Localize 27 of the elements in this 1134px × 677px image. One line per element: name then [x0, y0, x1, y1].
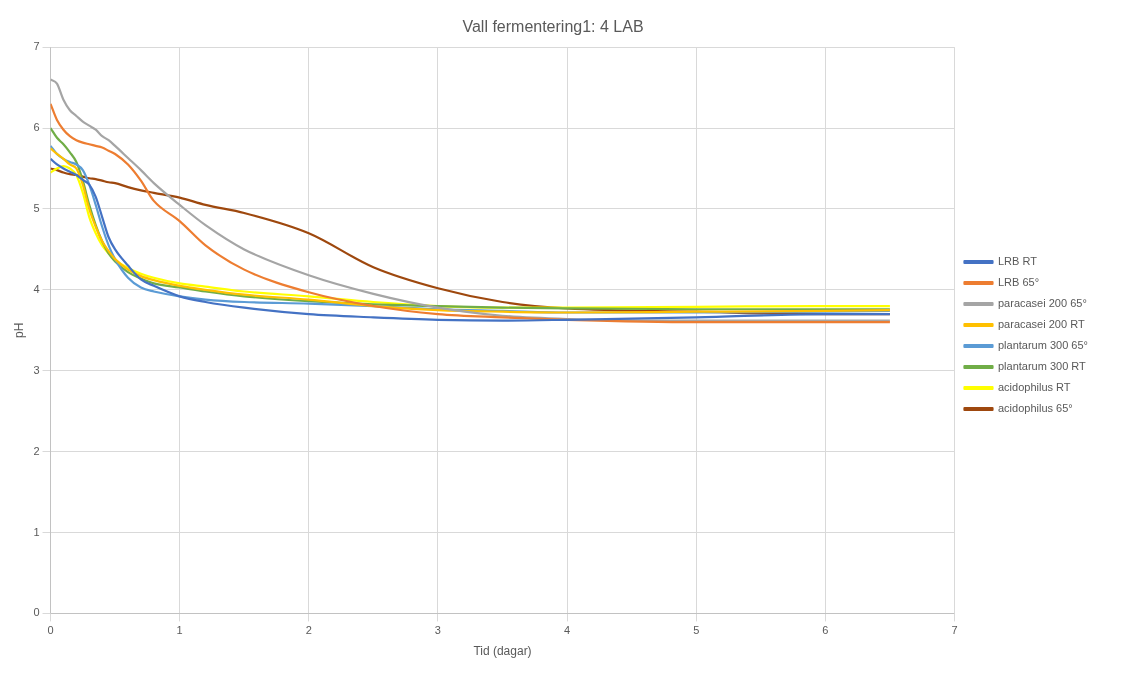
x-tick-label: 0 — [47, 624, 54, 637]
x-tick-label: 3 — [434, 624, 441, 637]
x-tick-label: 4 — [564, 624, 571, 637]
x-tick-label: 6 — [822, 624, 829, 637]
x-tick-label: 7 — [951, 624, 958, 637]
legend-label: paracasei 200 RT — [997, 318, 1085, 331]
legend-label: paracasei 200 65° — [997, 297, 1087, 310]
legend-label: plantarum 300 65° — [997, 339, 1088, 352]
y-tick-label: 4 — [33, 282, 40, 295]
chart-title: Vall fermentering1: 4 LAB — [462, 18, 644, 36]
y-tick-label: 1 — [33, 525, 40, 538]
legend-label: acidophilus 65° — [997, 402, 1073, 415]
y-tick-label: 3 — [33, 363, 40, 376]
y-tick-label: 7 — [33, 40, 40, 53]
legend-label: plantarum 300 RT — [997, 360, 1087, 373]
x-tick-label: 1 — [176, 624, 183, 637]
legend-label: acidophilus RT — [997, 381, 1071, 394]
y-tick-label: 2 — [33, 444, 40, 457]
y-tick-label: 0 — [33, 606, 40, 619]
y-tick-label: 5 — [33, 202, 40, 214]
x-tick-label: 5 — [693, 624, 700, 637]
y-tick-label: 6 — [33, 121, 40, 134]
x-tick-label: 2 — [305, 624, 312, 637]
legend-label: LRB RT — [997, 255, 1038, 268]
x-axis-title: Tid (dagar) — [473, 644, 532, 659]
y-axis-title: pH — [11, 322, 26, 338]
legend-label: LRB 65° — [997, 276, 1040, 289]
